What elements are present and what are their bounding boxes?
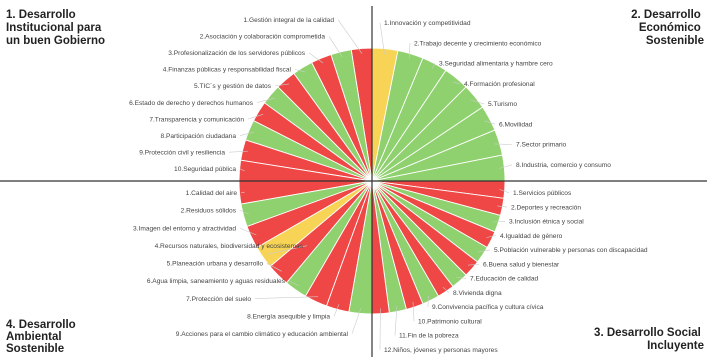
leader-line-q2-8 [499,164,513,169]
leader-line-q3-1 [499,189,510,194]
item-label-q1-7: 7.Transparencia y comunicación [149,116,244,123]
q1-title-line: un buen Gobierno [6,35,105,47]
item-label-q1-4: 4.Finanzas públicas y responsabilidad fi… [163,67,292,74]
leader-line-q4-6 [288,280,299,286]
item-label-q4-7: 7.Protección del suelo [186,296,251,303]
leader-line-q3-7 [456,276,467,279]
leader-lines [228,19,513,350]
item-label-q2-8: 8.Industria, comercio y consumo [516,162,611,169]
item-label-q1-3: 3.Profesionalización de los servidores p… [168,50,305,57]
leader-line-q4-1 [240,191,245,194]
quadrant-title-q2: 2. Desarrollo Económico Sostenible [631,9,704,47]
q2-title-line: Sostenible [646,35,704,47]
leader-line-q3-3 [492,221,506,223]
leader-line-q1-7 [247,114,264,120]
item-label-q3-2: 2.Deportes y recreación [511,204,581,211]
leader-line-q3-4 [486,235,497,238]
leader-line-q4-3 [239,227,257,236]
q1-title-line: Institucional para [6,22,102,34]
leader-line-q3-9 [427,295,429,308]
leader-line-q1-5 [274,83,290,87]
item-label-q2-1: 1.Innovación y competitividad [384,20,471,27]
leader-line-q3-11 [394,306,398,336]
item-label-q1-5: 5.TIC´s y gestión de datos [194,83,272,90]
item-label-q4-4: 4.Recursos naturales, biodiversidad y ec… [155,243,304,250]
item-label-q2-3: 3.Seguridad alimentaria y hambre cero [439,61,553,68]
item-label-q2-7: 7.Sector primario [516,142,567,149]
quadrant-axes [0,6,707,357]
q4-title-line: Sostenible [6,343,64,355]
item-label-q1-8: 8.Participación ciudadana [160,133,236,140]
leader-line-q3-6 [467,263,480,266]
leader-line-q2-1 [379,22,385,54]
item-label-q2-6: 6.Movilidad [499,121,533,128]
item-label-q1-1: 1.Gestión integral de la calidad [243,17,334,24]
item-label-q2-5: 5.Turismo [488,101,517,108]
leader-line-q1-8 [239,131,255,136]
item-label-q3-9: 9.Convivencia pacífica y cultura cívica [432,304,544,311]
q1-title-line: 1. Desarrollo [6,9,76,21]
item-label-q3-12: 12.Niños, jóvenes y personas mayores [384,347,498,354]
item-labels: 1.Gestión integral de la calidad 2.Asocia… [129,17,648,354]
leader-line-q1-4 [294,69,306,73]
q4-title-line: Ambiental [6,331,62,343]
item-label-q4-1: 1.Calidad del aire [186,190,238,197]
item-label-q3-3: 3.Inclusión étnica y social [509,219,584,226]
leader-line-q3-5 [478,249,491,253]
item-label-q1-9: 9.Protección civil y resiliencia [139,149,225,156]
item-label-q1-6: 6.Estado de derecho y derechos humanos [129,100,254,107]
quadrant-title-q3: 3. Desarrollo Social Incluyente [594,327,704,352]
leader-line-q1-6 [256,97,275,103]
leader-line-q4-4 [267,245,308,255]
leader-line-q4-5 [266,263,282,272]
leader-line-q3-10 [412,301,415,322]
item-label-q4-3: 3.Imagen del entorno y atractividad [133,225,236,232]
item-label-q4-8: 8.Energía asequible y limpia [247,313,330,320]
item-label-q4-5: 5.Planeación urbana y desarrollo [167,261,264,268]
item-label-q3-8: 8.Vivienda digna [453,290,502,297]
leader-line-q1-1 [337,19,363,54]
item-label-q3-1: 1.Servicios públicos [513,190,572,197]
item-label-q2-2: 2.Trabajo decente y crecimiento económic… [414,40,542,47]
q3-title-line: 3. Desarrollo Social [594,327,701,339]
item-label-q4-9: 9.Acciones para el cambio climático y ed… [176,331,349,338]
q4-title-line: 4. Desarrollo [6,319,76,331]
item-label-q1-2: 2.Asociación y colaboración comprometida [200,34,326,41]
leader-line-q4-7 [254,296,319,299]
wedge-ring [238,47,506,315]
item-label-q3-4: 4.Igualdad de género [500,233,563,240]
leader-line-q2-2 [408,43,411,59]
leader-line-q4-8 [333,304,340,317]
leader-line-q2-4 [452,82,461,84]
item-label-q1-10: 10.Seguridad pública [174,166,236,173]
leader-line-q1-9 [228,150,248,153]
leader-line-q3-2 [497,205,508,208]
leader-line-q1-2 [328,36,343,57]
leader-line-q1-3 [308,52,324,64]
item-label-q3-7: 7.Educación de calidad [470,276,539,283]
leader-line-q4-2 [239,210,249,215]
quadrant-title-q1: 1. Desarrollo Institucional para un buen… [6,9,105,47]
item-label-q4-6: 6.Agua limpia, saneamiento y aguas resid… [147,278,286,285]
item-label-q3-5: 5.Población vulnerable y personas con di… [494,247,648,254]
quadrant-title-q4: 4. Desarrollo Ambiental Sostenible [6,319,79,355]
q2-title-line: Económico [639,22,701,34]
q2-title-line: 2. Desarrollo [631,9,701,21]
item-label-q3-10: 10.Patrimonio cultural [418,319,482,326]
item-label-q2-4: 4.Formación profesional [464,81,535,88]
leader-line-q4-9 [351,308,362,334]
q3-title-line: Incluyente [647,340,704,352]
leader-line-q1-10 [239,168,245,172]
leader-line-q2-5 [470,99,485,105]
leader-line-q2-6 [484,120,496,125]
leader-line-q2-3 [431,63,436,69]
leader-line-q2-7 [494,143,513,145]
leader-line-q3-8 [442,286,450,293]
item-label-q4-2: 2.Residuos sólidos [181,208,237,215]
item-label-q3-11: 11.Fin de la pobreza [399,333,459,340]
item-label-q3-6: 6.Buena salud y bienestar [483,261,560,268]
